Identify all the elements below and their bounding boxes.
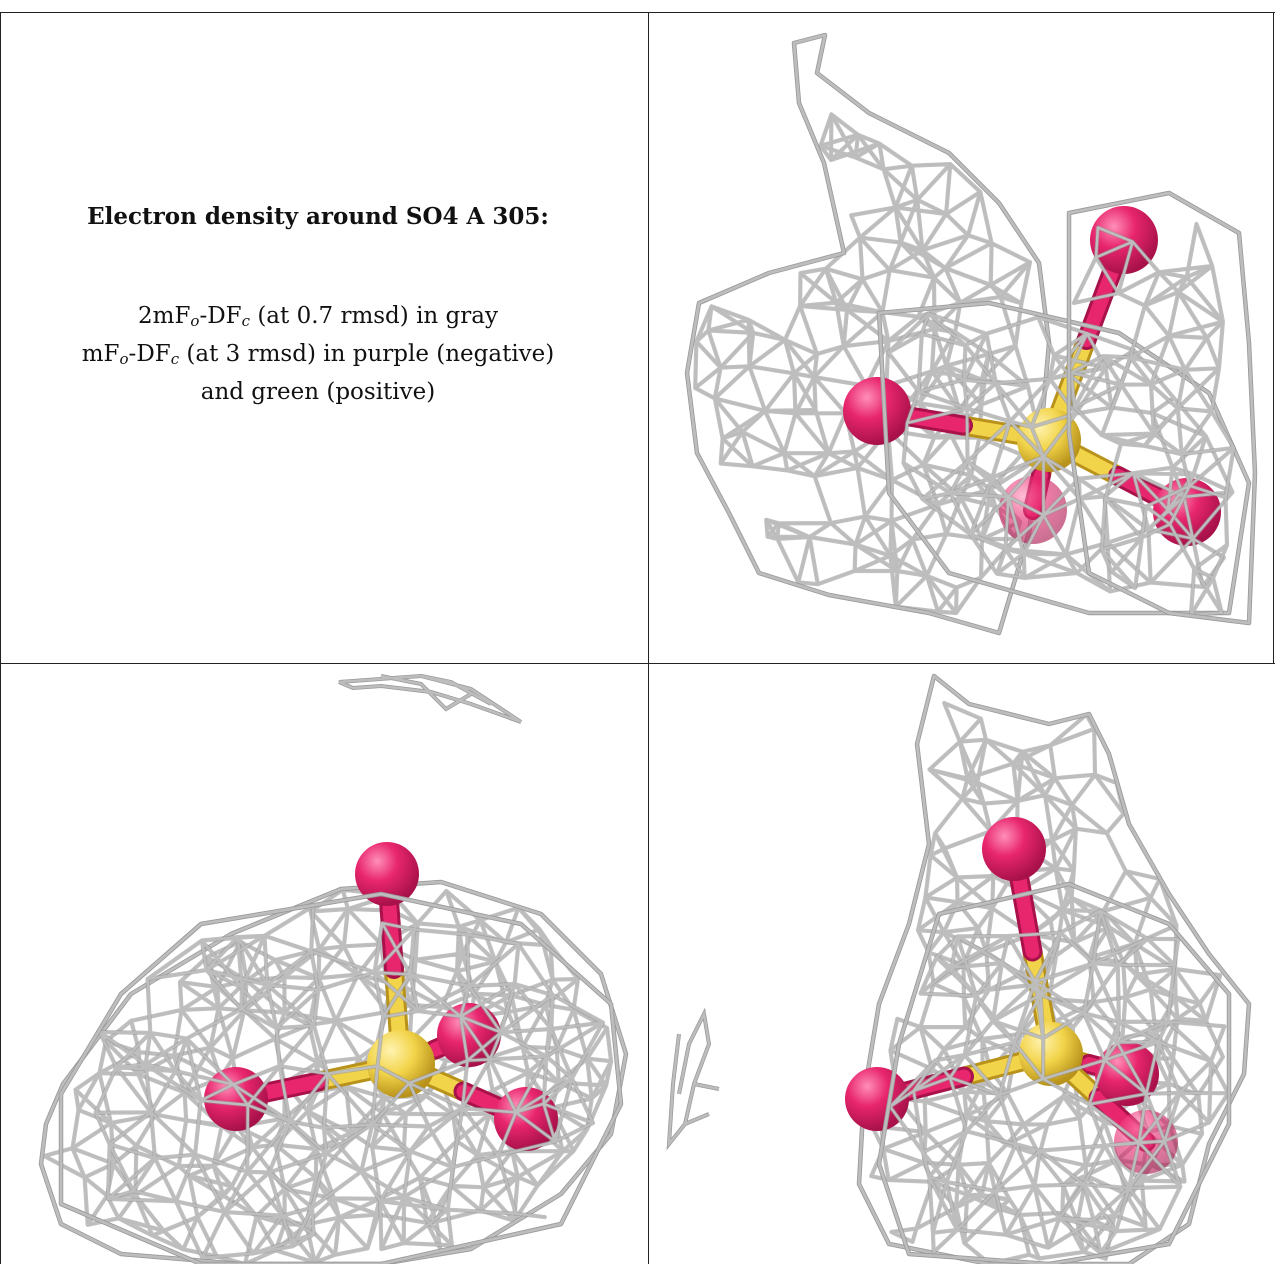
density-mesh-gray xyxy=(856,673,1252,1264)
caption-line-2-sub: c xyxy=(170,350,180,368)
border-right xyxy=(1273,12,1274,664)
caption-line-1-part: (at 0.7 rmsd) in gray xyxy=(250,303,498,329)
border-middle-horizontal xyxy=(0,663,1275,664)
density-view-top-right xyxy=(649,13,1273,663)
density-mesh-gray xyxy=(684,32,1052,636)
density-fragment xyxy=(338,673,523,724)
density-mesh-front xyxy=(58,891,624,1264)
caption-line-1-sub: o xyxy=(190,312,200,330)
oxygen-atom xyxy=(982,817,1046,881)
caption-line-2-part: -DF xyxy=(128,341,171,367)
oxygen-atom xyxy=(843,377,911,445)
caption-cell: Electron density around SO4 A 305: 2mFo-… xyxy=(1,13,648,663)
density-mesh-right xyxy=(1066,190,1258,626)
density-mesh-front xyxy=(876,881,1232,1264)
border-left xyxy=(0,12,1,1264)
sulfate-density-view-icon xyxy=(38,673,629,1264)
caption: Electron density around SO4 A 305: 2mFo-… xyxy=(13,203,623,409)
density-view-bottom-left xyxy=(1,664,648,1264)
density-view-bottom-right xyxy=(649,664,1275,1264)
caption-line-2-part: (at 3 rmsd) in purple (negative) xyxy=(179,341,555,367)
caption-title: Electron density around SO4 A 305: xyxy=(87,203,549,230)
density-fragment xyxy=(666,1007,720,1151)
caption-line-3: and green (positive) xyxy=(200,379,436,405)
sulfate-density-view-icon xyxy=(684,32,1258,636)
caption-line-1: 2mFo-DFc (at 0.7 rmsd) in gray xyxy=(13,300,623,338)
sulfate-molecule xyxy=(843,206,1221,546)
caption-line-1-part: 2mF xyxy=(138,303,191,329)
oxygen-atom xyxy=(355,842,419,906)
caption-line-2-sub: o xyxy=(119,350,129,368)
caption-line-2-part: mF xyxy=(81,341,120,367)
caption-line-2: mFo-DFc (at 3 rmsd) in purple (negative) xyxy=(13,338,623,376)
density-mesh-front xyxy=(876,300,1252,616)
border-top xyxy=(0,12,1275,13)
caption-line-1-sub: c xyxy=(241,312,251,330)
sulfate-density-view-icon xyxy=(666,673,1252,1264)
caption-line-1-part: -DF xyxy=(199,303,242,329)
border-middle-vertical xyxy=(648,12,649,1264)
density-mesh-gray xyxy=(38,879,629,1264)
